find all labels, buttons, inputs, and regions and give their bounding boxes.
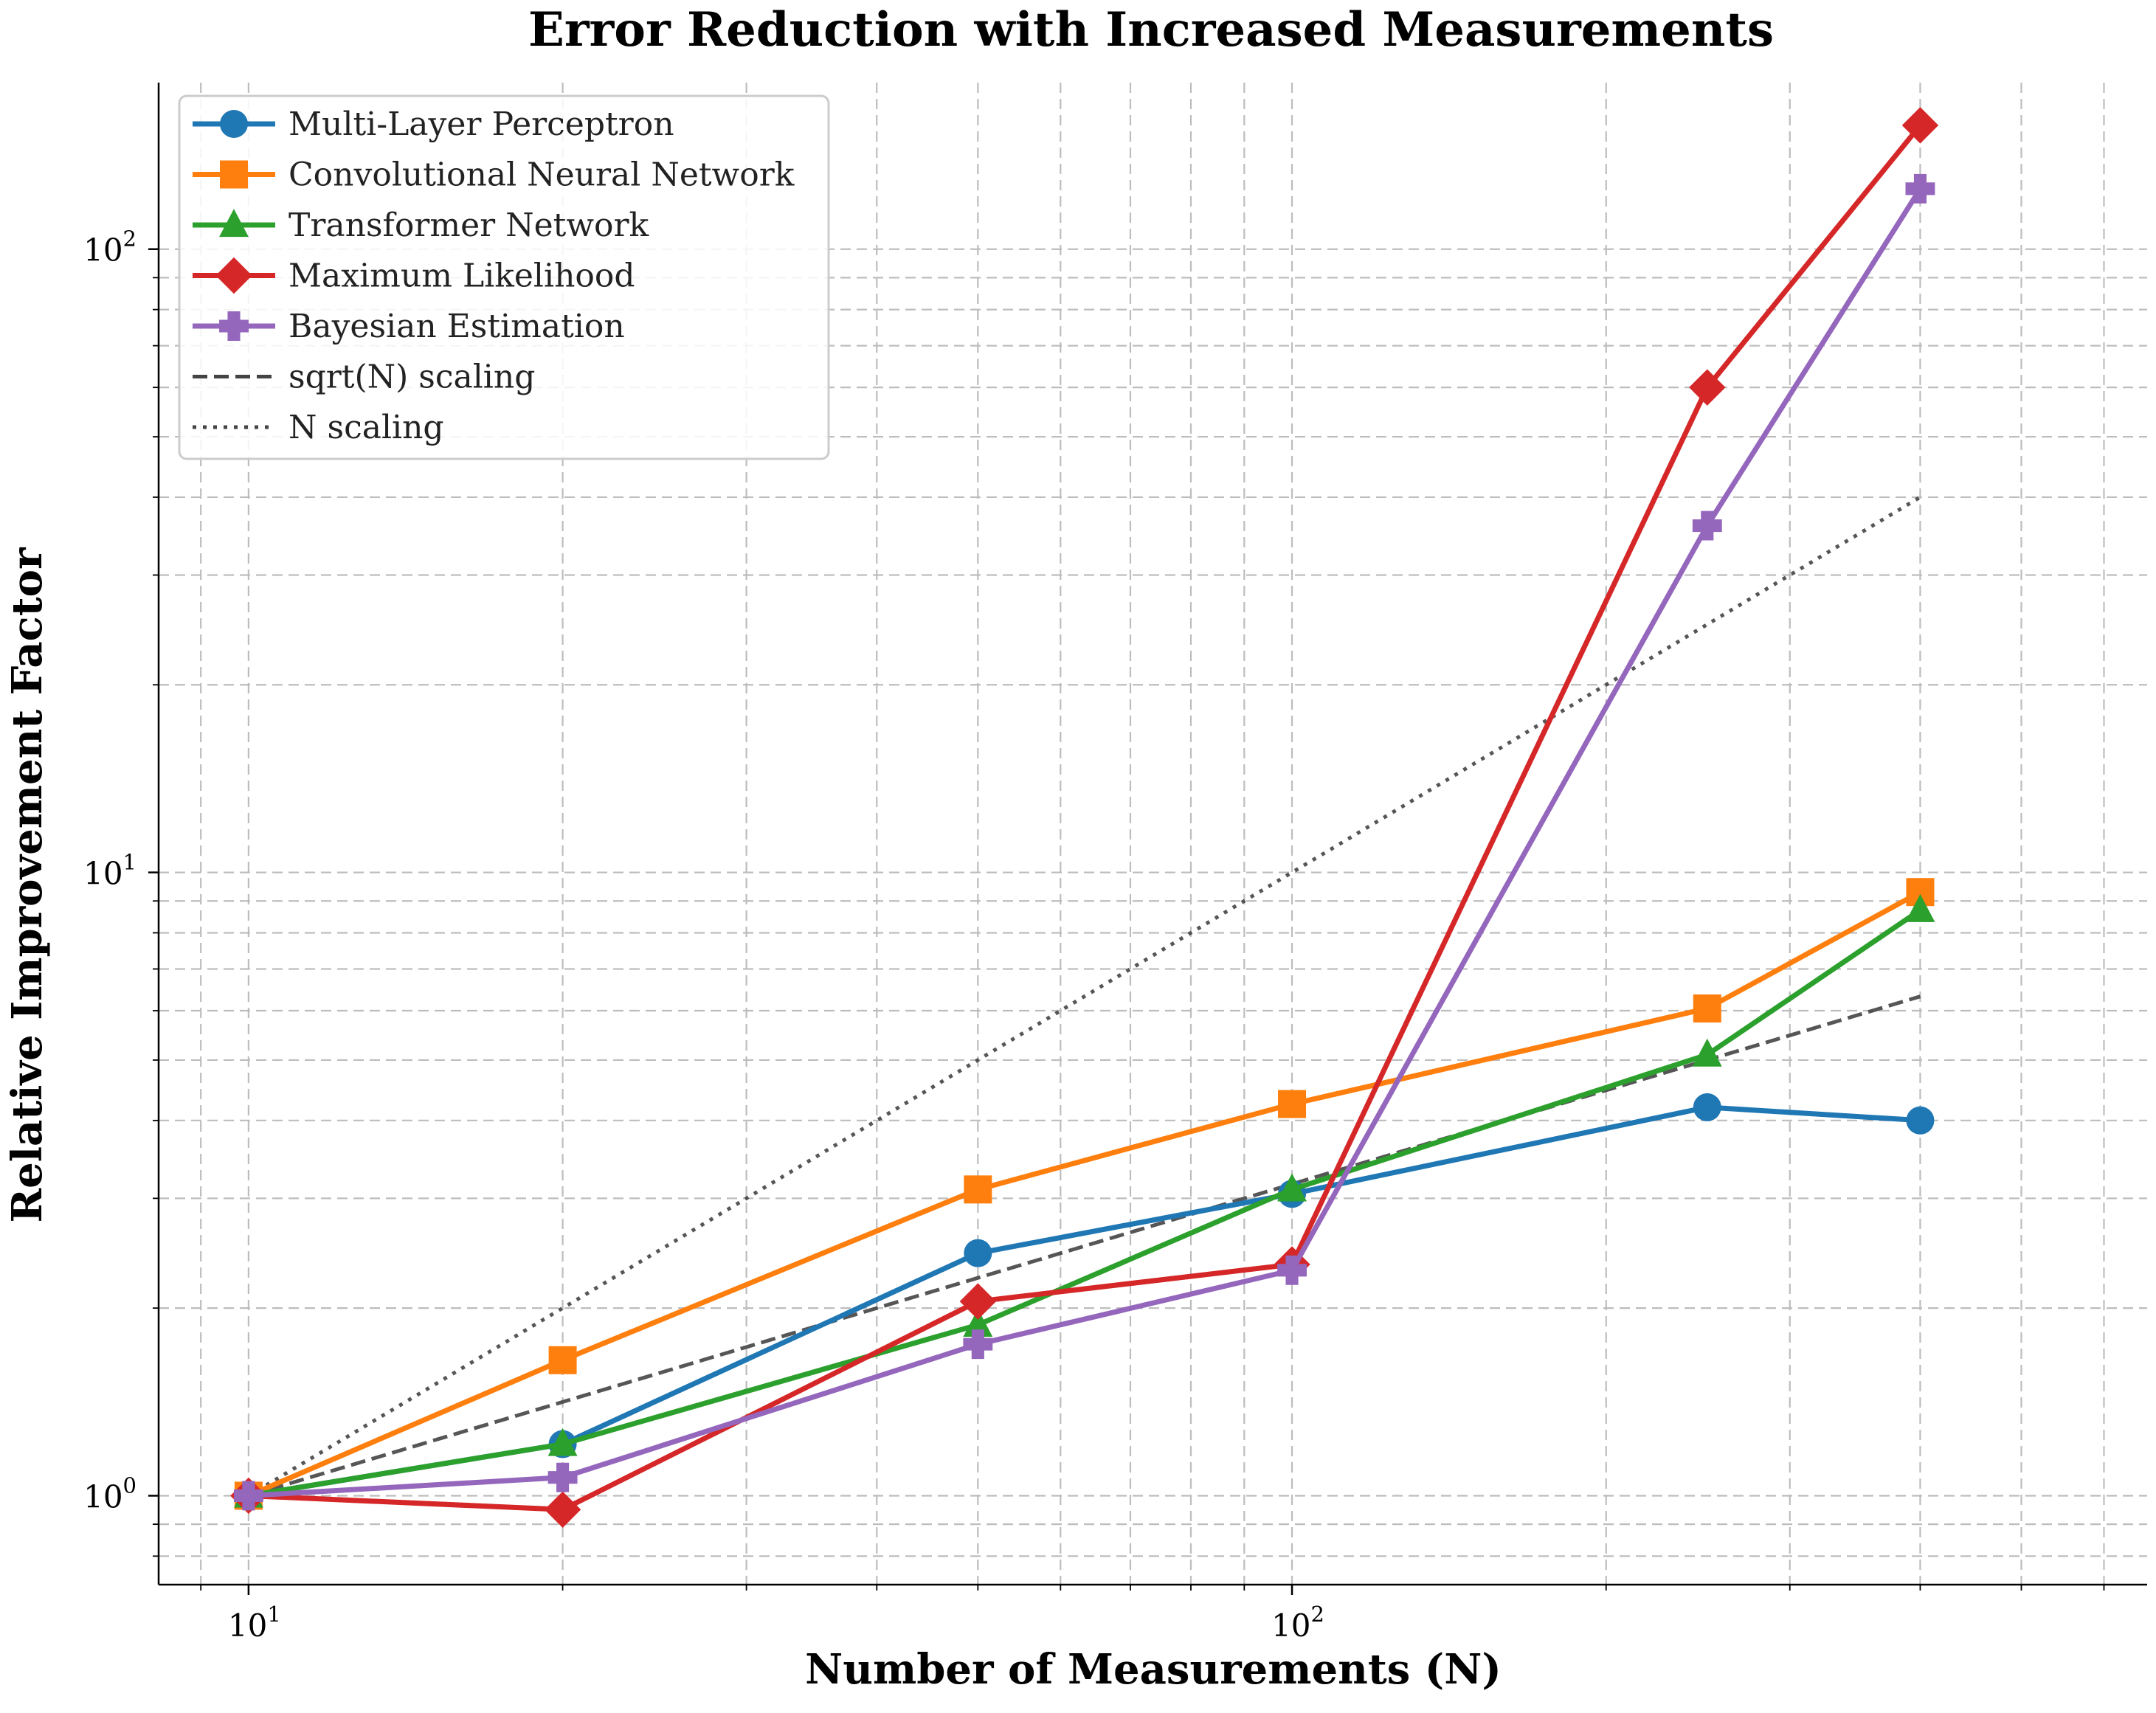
data-point [548,1346,577,1374]
y-tick-label: 102 [83,226,137,269]
legend-marker [219,209,249,238]
data-point [1692,511,1722,541]
series-layer [230,107,1939,1528]
data-point [1692,1038,1722,1067]
data-point [964,1175,992,1204]
series-line [248,907,1922,1498]
y-axis-label: Relative Improvement Factor [3,547,52,1222]
legend-label: N scaling [288,409,444,446]
series-n-scaling [247,495,1921,1498]
data-point [233,1481,263,1511]
data-point [1693,1093,1721,1121]
data-point [959,1283,997,1320]
data-point [1905,893,1935,922]
data-point [1901,107,1939,144]
data-point [964,1239,992,1267]
series-bayesian-estimation [233,173,1935,1511]
series-multi-layer-perceptron [234,1093,1935,1510]
legend: Multi-Layer Perceptron Convolutional Neur… [178,94,830,460]
x-axis-label: Number of Measurements (N) [805,1645,1502,1694]
legend-label: Maximum Likelihood [288,257,635,295]
legend-marker [220,110,248,138]
legend-label: Bayesian Estimation [288,308,625,345]
data-point [1277,1255,1307,1285]
x-tick-label: 101 [228,1602,281,1644]
legend-label: sqrt(N) scaling [288,359,535,396]
data-point [1278,1090,1307,1118]
legend-label: Convolutional Neural Network [288,156,795,194]
legend-marker [219,311,249,341]
axes-spines [157,83,2147,1586]
y-tick-label: 100 [83,1473,137,1515]
legend-marker [215,257,252,294]
data-point [544,1491,581,1528]
chart-title: Error Reduction with Increased Measureme… [528,2,1774,58]
series-line [248,187,1923,1498]
legend-item: Transformer Network [193,207,649,244]
grid [159,83,2147,1585]
series-sqrt-n-scaling [248,994,1921,1498]
legend-box [178,94,830,460]
data-point [963,1308,993,1337]
legend-item: Maximum Likelihood [193,257,635,295]
legend-item: N scaling [193,409,444,446]
data-point [1689,369,1726,406]
data-point [1906,1106,1935,1135]
legend-item: Multi-Layer Perceptron [193,105,674,143]
series-line [248,994,1921,1498]
legend-item: sqrt(N) scaling [193,359,535,396]
axis-ticks: 101 102 100 101 102 [83,226,2105,1644]
data-point [963,1329,993,1360]
data-point [547,1428,578,1456]
data-point [1277,1173,1307,1202]
data-point [1905,173,1935,204]
data-point [547,1462,578,1492]
x-tick-label: 102 [1271,1602,1324,1644]
series-transformer-network [233,893,1935,1508]
legend-item: Convolutional Neural Network [193,156,795,194]
legend-item: Bayesian Estimation [193,308,625,345]
y-tick-label: 101 [83,850,137,892]
series-line [248,1104,1921,1498]
series-line [247,890,1922,1498]
series-line [248,123,1923,1512]
legend-label: Multi-Layer Perceptron [288,105,674,143]
legend-marker [220,160,248,189]
series-convolutional-neural-network [234,878,1935,1510]
legend-label: Transformer Network [288,207,649,244]
data-point [1693,994,1721,1022]
series-line [247,495,1921,1498]
